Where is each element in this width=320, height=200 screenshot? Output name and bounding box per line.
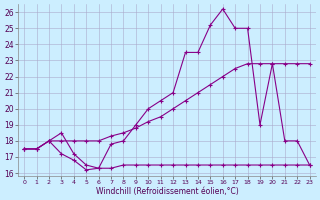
X-axis label: Windchill (Refroidissement éolien,°C): Windchill (Refroidissement éolien,°C) (96, 187, 238, 196)
